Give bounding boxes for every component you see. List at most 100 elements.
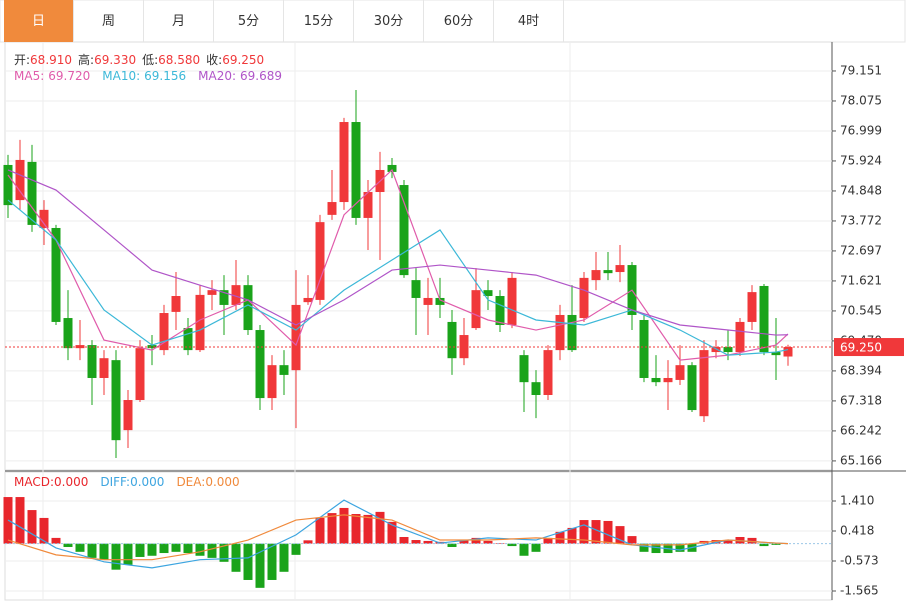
candle-body: [687, 365, 697, 411]
candle-body: [579, 277, 589, 319]
macd-bar: [27, 510, 37, 544]
candle-body: [411, 280, 421, 298]
candle-body: [171, 296, 181, 312]
macd-bar: [411, 540, 421, 544]
macd-bar: [291, 543, 301, 555]
candle-body: [279, 365, 289, 375]
macd-bar: [567, 527, 577, 544]
y-tick-label: 78.075: [840, 93, 882, 107]
macd-bar: [327, 513, 337, 544]
candle-body: [723, 347, 733, 353]
candle-body: [435, 297, 445, 305]
macd-bar: [375, 511, 385, 544]
tab[interactable]: 月: [144, 0, 214, 42]
candle-body: [783, 347, 793, 357]
macd-bar: [123, 543, 133, 565]
last-price-box: [834, 338, 904, 357]
macd-bar: [363, 514, 373, 544]
candle-body: [363, 192, 373, 218]
macd-bar: [579, 520, 589, 544]
macd-bar: [303, 540, 313, 544]
macd-bar: [63, 543, 73, 547]
candle-body: [447, 321, 457, 359]
macd-bar: [723, 540, 733, 544]
macd-panel: [4, 471, 833, 601]
y-tick-label: 76.999: [840, 123, 882, 137]
macd-bar: [87, 543, 97, 558]
candle-body: [639, 319, 649, 378]
macd-bar: [555, 531, 565, 544]
candle-body: [531, 382, 541, 395]
macd-bar: [339, 507, 349, 544]
y-tick-label: 72.697: [840, 243, 882, 257]
legend-value: 69.250: [222, 53, 265, 67]
candle-body: [231, 285, 241, 305]
candle-body: [459, 335, 469, 359]
indicator-line: [7, 168, 789, 361]
legend-value: 68.910: [30, 53, 73, 67]
macd-bar: [219, 543, 229, 562]
tab[interactable]: 5分: [214, 0, 284, 42]
candle-body: [75, 345, 85, 349]
y-tick-label: 68.394: [840, 363, 882, 377]
candle-body: [423, 297, 433, 305]
candle-body: [159, 313, 169, 351]
candle-body: [255, 330, 265, 399]
legend-key: 开:: [14, 53, 31, 67]
macd-bar: [399, 536, 409, 544]
candle-body: [351, 122, 361, 218]
legend-key: 高:: [78, 53, 95, 67]
candle-body: [567, 314, 577, 351]
candle-body: [3, 164, 13, 206]
macd-bar: [135, 543, 145, 557]
macd-bar: [759, 543, 769, 547]
tab[interactable]: 15分: [284, 0, 354, 42]
macd-bar: [267, 543, 277, 580]
legend-value: 69.330: [94, 53, 137, 67]
y-tick-label: 70.545: [840, 303, 882, 317]
y-tick-label: 73.772: [840, 213, 882, 227]
candle-body: [663, 377, 673, 383]
candle-body: [63, 318, 73, 349]
tab[interactable]: 4时: [494, 0, 564, 42]
macd-bar: [159, 543, 169, 554]
candle-body: [543, 350, 553, 395]
y-tick-label: 66.242: [840, 423, 882, 437]
macd-bar: [51, 537, 61, 544]
candle-body: [651, 377, 661, 383]
candle-body: [387, 164, 397, 172]
candle-body: [111, 360, 121, 441]
legend-key: MA20:: [198, 69, 236, 83]
tab[interactable]: 日: [4, 0, 74, 42]
tab[interactable]: 60分: [424, 0, 494, 42]
macd-bar: [15, 497, 25, 544]
legend-key: DEA:: [176, 475, 206, 489]
legend-key: MA10:: [102, 69, 141, 83]
tab[interactable]: 30分: [354, 0, 424, 42]
ma-legend: MA5: 69.720 MA10: 69.156 MA20: 69.689: [14, 69, 294, 83]
y-tick-label: -1.565: [840, 584, 879, 598]
candle-body: [87, 345, 97, 378]
candle-body: [99, 358, 109, 378]
macd-bar: [675, 543, 685, 552]
macd-bar: [495, 543, 505, 544]
macd-bar: [99, 543, 109, 560]
candle-body: [471, 290, 481, 329]
indicator-line: [7, 169, 789, 336]
legend-value: 69.156: [144, 69, 187, 83]
ohlc-legend: 开:68.910 高:69.330 低:68.580 收:69.250: [14, 51, 270, 68]
tab[interactable]: 周: [74, 0, 144, 42]
macd-bar: [171, 543, 181, 552]
candle-body: [759, 285, 769, 353]
macd-bar: [243, 543, 253, 580]
macd-bar: [531, 543, 541, 552]
macd-bar: [471, 537, 481, 544]
macd-bar: [351, 514, 361, 544]
candle-body: [195, 294, 205, 351]
y-tick-label: 0.418: [840, 524, 874, 538]
candle-body: [339, 122, 349, 203]
y-tick-label: 1.410: [840, 493, 874, 507]
macd-bar: [39, 517, 49, 544]
candle-body: [135, 348, 145, 401]
macd-bar: [111, 543, 121, 570]
